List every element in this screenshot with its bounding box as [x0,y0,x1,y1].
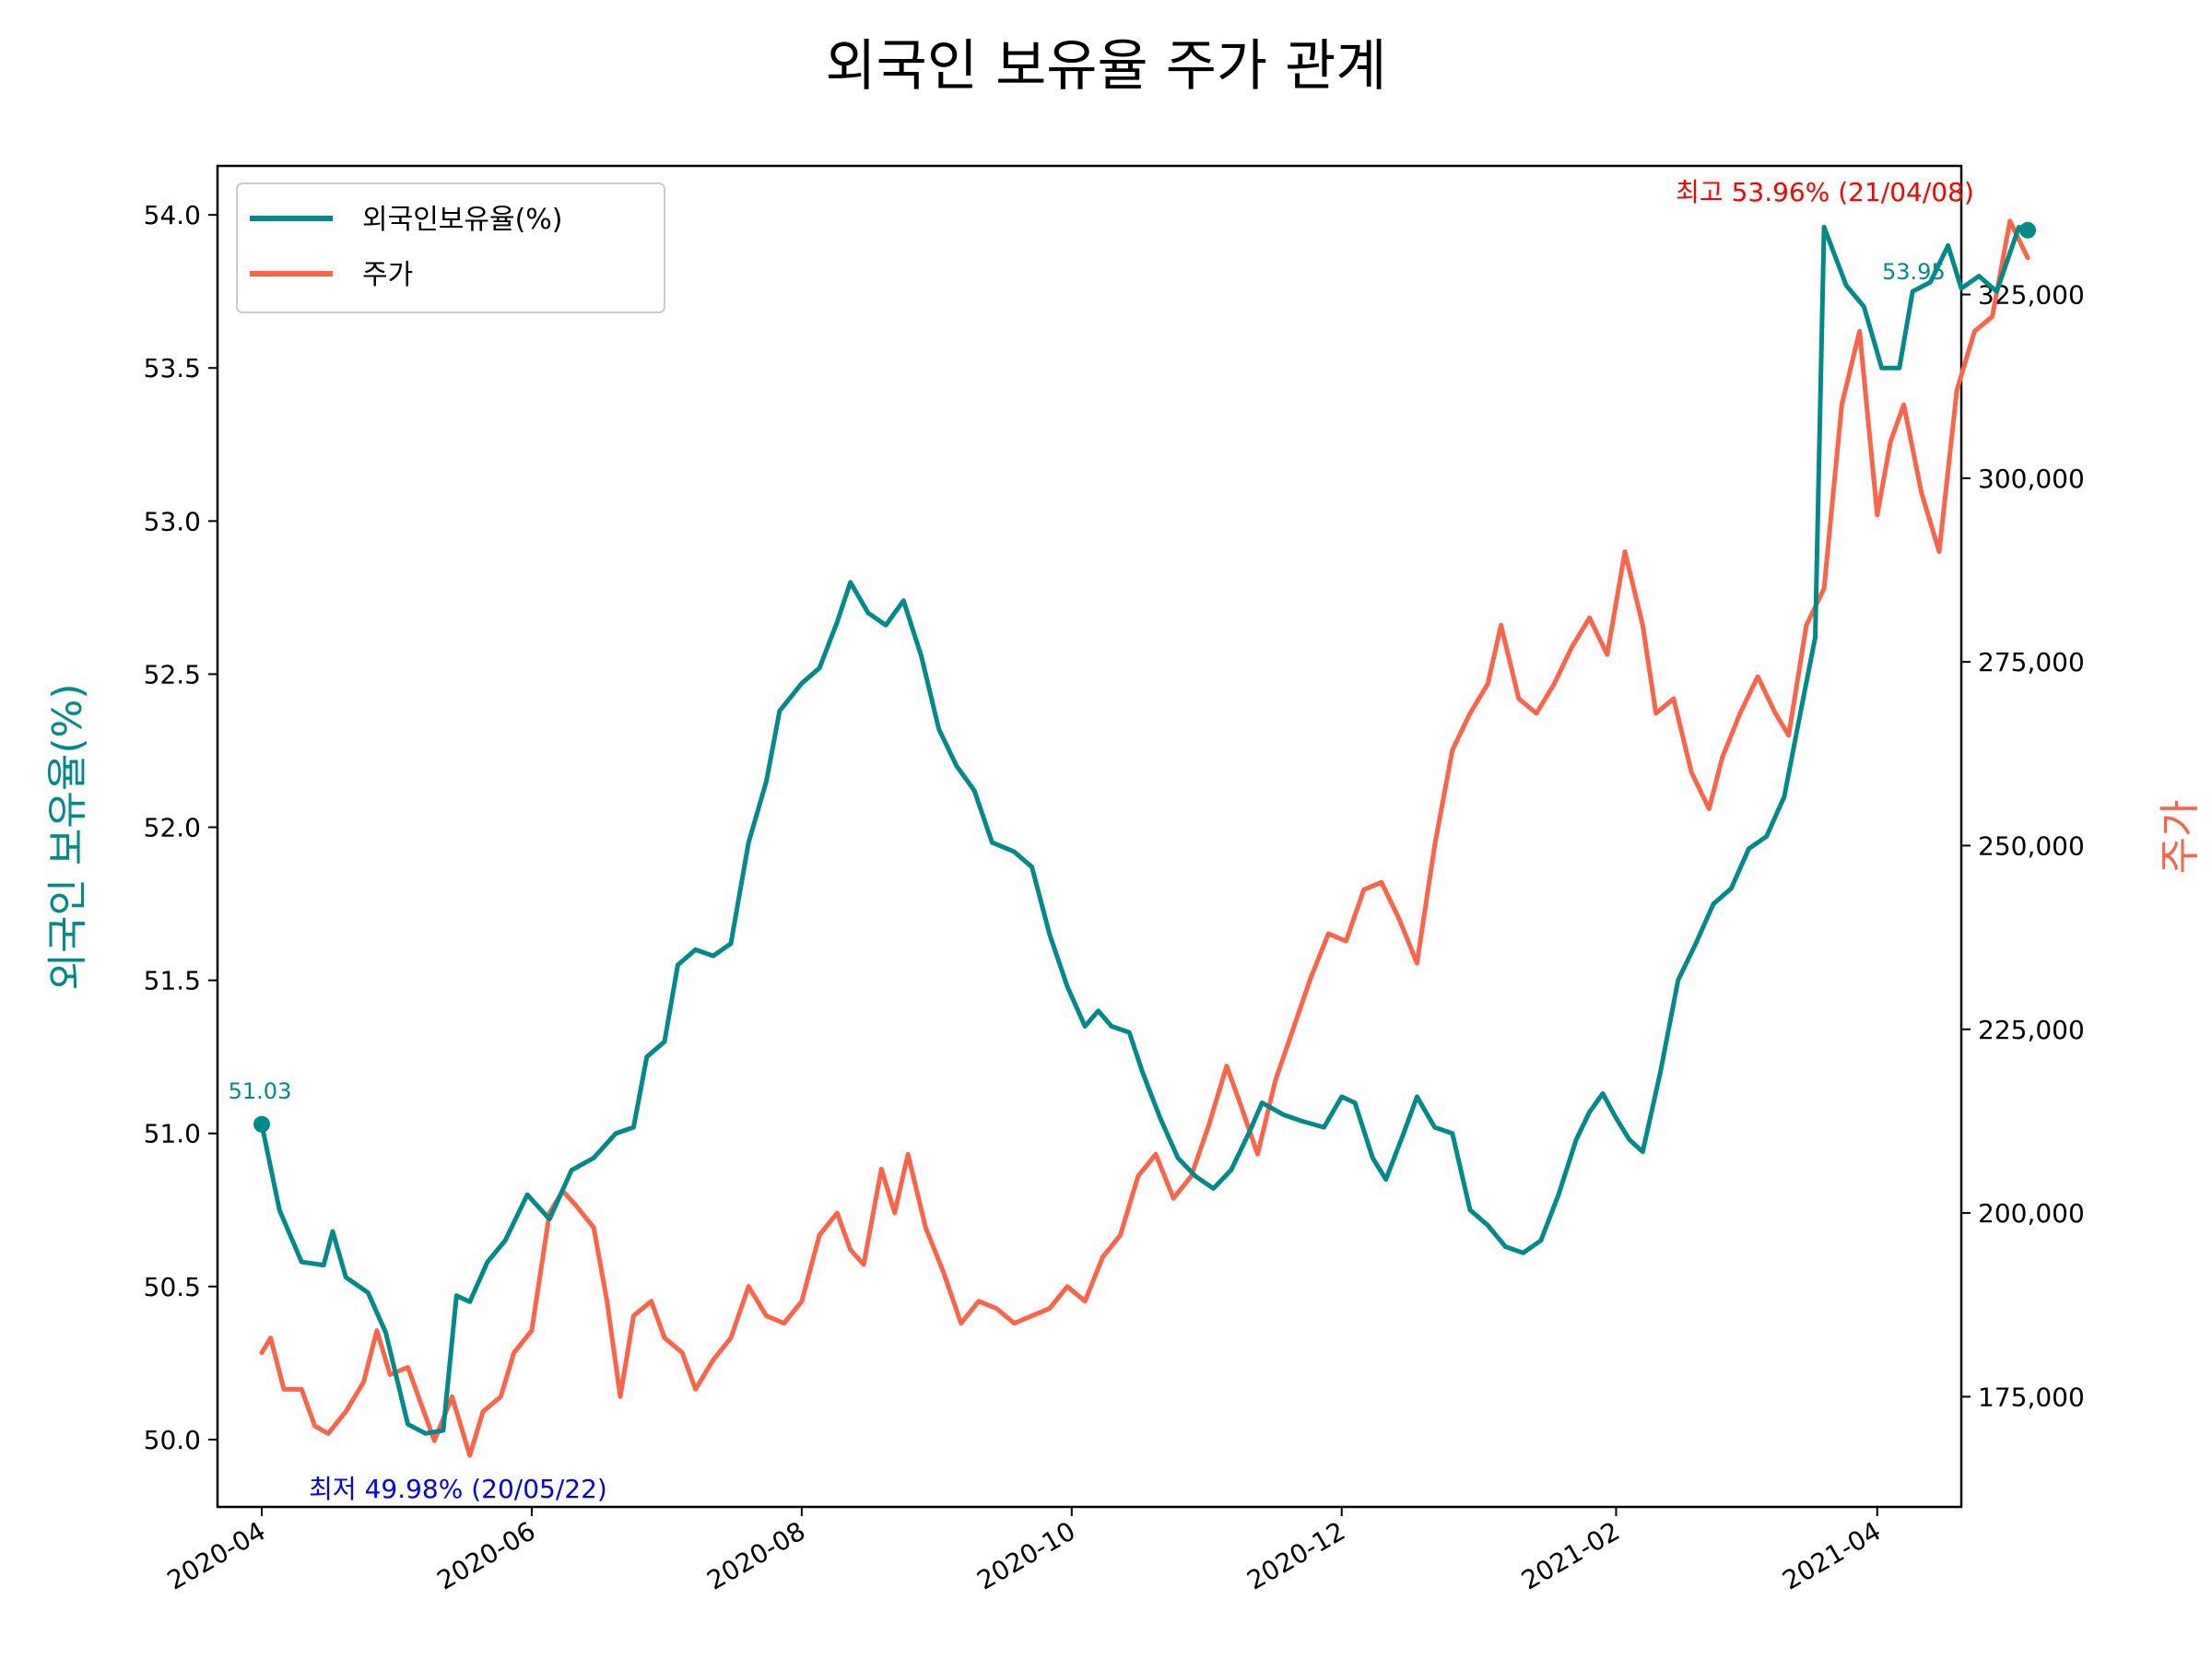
y-left-tick-label: 53.5 [144,353,201,383]
x-tick-label: 2021-04 [1777,1515,1886,1595]
x-tick-label: 2021-02 [1516,1515,1625,1595]
y-right-tick-label: 175,000 [1978,1382,2085,1412]
y-right-tick-label: 275,000 [1978,647,2085,677]
x-tick-label: 2020-12 [1241,1515,1350,1595]
y-left-axis: 50.0 50.5 51.0 51.5 52.0 52.5 53.0 53.5 54.0 [144,200,218,1455]
max-annotation: 최고 53.96% (21/04/08) [1676,177,1974,207]
min-annotation: 최저 49.98% (20/05/22) [309,1474,607,1504]
legend: 외국인보유율(%) 주가 [236,182,665,313]
y-left-tick-label: 52.5 [144,659,201,689]
y-right-tick-label: 225,000 [1978,1015,2085,1045]
y-right-axis-label: 주가 [2157,800,2204,875]
x-tick-label: 2020-06 [432,1515,541,1595]
end-value-label: 53.95 [1882,259,1946,285]
start-value-label: 51.03 [229,1078,292,1104]
series-line-foreign-ratio [259,224,2030,1436]
y-left-tick-label: 51.0 [144,1119,201,1149]
y-right-tick-label: 250,000 [1978,830,2085,861]
y-left-tick-label: 51.5 [144,966,201,996]
series-line-price [259,218,2030,1458]
y-left-tick-label: 52.0 [144,813,201,843]
y-left-tick-label: 50.0 [144,1425,201,1455]
x-tick-label: 2020-04 [162,1515,271,1595]
y-left-tick-label: 54.0 [144,200,201,230]
series-layer [253,218,2037,1458]
legend-label-price: 주가 [362,259,413,291]
y-left-tick-label: 50.5 [144,1272,201,1302]
y-left-tick-label: 53.0 [144,506,201,536]
x-axis: 2020-04 2020-06 2020-08 2020-10 2020-12 2021-… [162,1507,1886,1596]
x-tick-label: 2020-08 [702,1515,811,1595]
start-marker [253,1115,271,1133]
annotations: 51.03 53.95 최고 53.96% (21/04/08) 최저 49.9… [229,177,1974,1504]
y-right-tick-label: 300,000 [1978,464,2085,494]
y-right-axis: 175,000 200,000 225,000 250,000 275,000 300,0… [1961,280,2085,1412]
y-left-axis-label: 외국인 보유율(%) [44,683,91,990]
chart-title: 외국인 보유율 주가 관계 [825,34,1386,99]
plot-frame [216,164,1963,1509]
end-marker [2019,221,2037,239]
y-right-tick-label: 200,000 [1978,1198,2085,1229]
x-tick-label: 2020-10 [971,1515,1080,1595]
legend-box [236,182,665,313]
legend-label-foreign-ratio: 외국인보유율(%) [362,204,563,236]
